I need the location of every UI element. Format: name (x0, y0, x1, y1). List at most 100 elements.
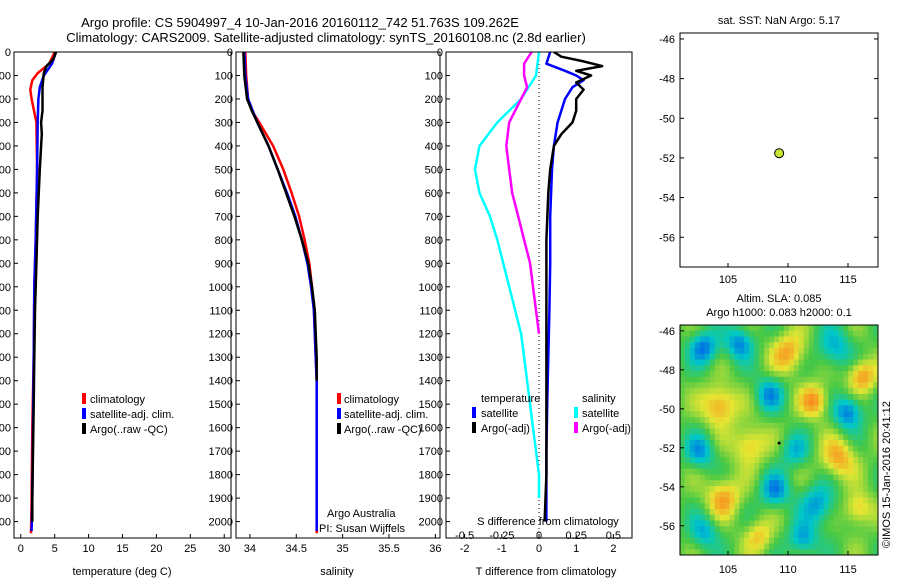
sla-cell (714, 440, 721, 447)
sla-cell (783, 336, 790, 343)
sla-cell (754, 457, 760, 464)
sla-cell (788, 353, 795, 361)
sla-cell (853, 451, 859, 458)
sla-cell (873, 497, 878, 504)
sla-heatmap (680, 325, 878, 555)
sla-cell (764, 353, 770, 361)
sla-cell (754, 348, 760, 355)
sla-cell (843, 348, 849, 355)
depth-tick-label: 1600 (209, 423, 233, 435)
sla-cell (734, 428, 740, 435)
sla-cell (704, 532, 711, 539)
sla-cell (689, 376, 696, 384)
sla-cell (689, 532, 696, 539)
sla-cell (793, 394, 800, 401)
sla-cell (729, 468, 736, 476)
sla-cell (680, 342, 686, 349)
sla-cell (828, 549, 835, 555)
sla-cell (823, 371, 830, 378)
depth-tick-label: 100 (0, 70, 11, 82)
sla-cell (724, 491, 731, 499)
sla-cell (759, 445, 765, 453)
x-tick-label: 0 (18, 543, 24, 555)
sla-cell (808, 376, 815, 384)
sla-cell (863, 526, 869, 533)
sla-cell (863, 434, 869, 441)
sla-cell (764, 428, 770, 435)
pi-note: PI: Susan Wijffels (319, 523, 405, 535)
sla-cell (754, 365, 760, 372)
sla-cell (689, 405, 696, 412)
sla-cell (684, 549, 691, 555)
sla-cell (843, 468, 849, 476)
sla-cell (719, 399, 726, 407)
sla-cell (759, 434, 765, 441)
sla-cell (813, 514, 820, 522)
sla-cell (739, 486, 745, 493)
sla-cell (724, 382, 731, 389)
sla-cell (694, 417, 701, 424)
sla-cell (724, 388, 731, 395)
sla-cell (719, 325, 726, 332)
sla-cell (868, 486, 874, 493)
sla-cell (798, 394, 805, 401)
sla-cell (764, 325, 770, 332)
sla-cell (729, 474, 736, 481)
sla-cell (764, 457, 770, 464)
sla-cell (868, 382, 874, 389)
sla-cell (744, 376, 750, 384)
sla-cell (724, 342, 731, 349)
sla-cell (863, 330, 869, 338)
sla-cell (719, 342, 726, 349)
sla-cell (709, 330, 716, 338)
sla-cell (689, 434, 696, 441)
sla-cell (749, 348, 755, 355)
sla-cell (759, 549, 765, 555)
sla-cell (680, 445, 686, 453)
sla-cell (774, 365, 780, 372)
sla-cell (798, 376, 805, 384)
sla-cell (739, 371, 745, 378)
sla-cell (759, 537, 765, 545)
sla-cell (744, 474, 750, 481)
sla-cell (699, 399, 706, 407)
sla-cell (764, 463, 770, 470)
sla-cell (684, 486, 691, 493)
sla-cell (793, 468, 800, 476)
sla-cell (858, 445, 864, 453)
sla-cell (694, 325, 701, 332)
sla-cell (729, 532, 736, 539)
sla-cell (873, 480, 878, 487)
sla-cell (774, 405, 780, 412)
legend-argo-swatch (82, 423, 86, 434)
sla-cell (848, 336, 854, 343)
sla-cell (764, 411, 770, 418)
sla-cell (833, 520, 839, 527)
sla-cell (838, 336, 844, 343)
sla-panel: Altim. SLA: 0.085 Argo h1000: 0.083 h200… (659, 293, 879, 576)
sla-cell (684, 474, 691, 481)
sla-cell (714, 376, 721, 384)
sla-cell (719, 497, 726, 504)
sla-cell (833, 503, 839, 510)
sla-cell (749, 526, 755, 533)
sla-cell (719, 549, 726, 555)
sla-cell (769, 549, 775, 555)
sla-cell (783, 399, 790, 407)
sla-cell (754, 486, 760, 493)
sla-cell (838, 365, 844, 372)
sla-cell (694, 457, 701, 464)
sla-cell (798, 503, 805, 510)
sla-cell (680, 394, 686, 401)
sla-cell (848, 514, 854, 522)
sla-cell (858, 382, 864, 389)
sla-cell (833, 376, 839, 384)
sla-cell (719, 348, 726, 355)
sla-cell (858, 417, 864, 424)
sla-cell (769, 445, 775, 453)
sla-cell (823, 365, 830, 372)
sla-cell (759, 399, 765, 407)
sla-cell (754, 526, 760, 533)
difference-series-0 (545, 52, 585, 522)
sla-cell (694, 422, 701, 430)
